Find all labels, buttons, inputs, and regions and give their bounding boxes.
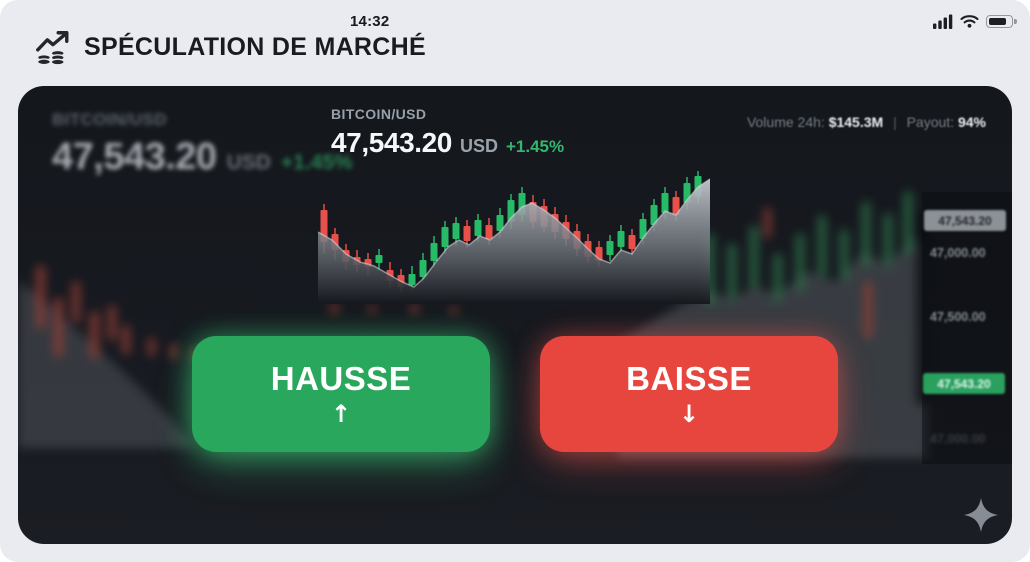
currency-label: USD bbox=[459, 136, 498, 156]
price-axis-panel bbox=[922, 192, 1012, 464]
up-arrow-icon: ↑ bbox=[330, 399, 352, 428]
price-value: 47,543.20 bbox=[331, 127, 452, 158]
sparkle-icon bbox=[963, 497, 999, 533]
header: SPÉCULATION DE MARCHÉ bbox=[34, 28, 426, 66]
trading-card: BITCOIN/USD 47,543.20 USD +1.45% BITCOIN… bbox=[18, 86, 1012, 544]
quote: BITCOIN/USD 47,543.20 USD +1.45% bbox=[331, 106, 564, 159]
stats-separator: | bbox=[893, 114, 897, 130]
down-arrow-icon: ↓ bbox=[678, 399, 700, 428]
price-value: 47,543.20 bbox=[52, 136, 217, 178]
market-stats: Volume 24h: $145.3M | Payout: 94% bbox=[747, 114, 986, 130]
currency-label: USD bbox=[226, 151, 271, 174]
cellular-signal-icon bbox=[933, 14, 953, 29]
price-chart bbox=[317, 170, 711, 304]
pair-label: BITCOIN/USD bbox=[52, 110, 167, 129]
payout-label: Payout: bbox=[906, 114, 955, 130]
payout-value: 94% bbox=[957, 114, 986, 130]
axis-current-price-badge: 47,543.20 bbox=[923, 373, 1005, 394]
axis-price-label: 47,500.00 bbox=[930, 310, 986, 324]
axis-price-label-faint: 47,000.00 bbox=[930, 432, 986, 446]
background-quote: BITCOIN/USD 47,543.20 USD +1.45% bbox=[52, 110, 353, 179]
status-time: 14:32 bbox=[350, 13, 390, 30]
volume-value: $145.3M bbox=[828, 114, 884, 130]
axis-price-label: 47,000.00 bbox=[930, 246, 986, 260]
battery-icon bbox=[986, 14, 1017, 28]
hausse-button[interactable]: HAUSSE ↑ bbox=[192, 336, 490, 452]
baisse-button-label: BAISSE bbox=[626, 360, 752, 398]
baisse-button[interactable]: BAISSE ↓ bbox=[540, 336, 838, 452]
hausse-button-label: HAUSSE bbox=[270, 360, 412, 398]
status-icons bbox=[933, 12, 1017, 30]
change-percent: +1.45% bbox=[505, 137, 565, 156]
volume-label: Volume 24h: bbox=[746, 114, 825, 130]
wifi-icon bbox=[960, 15, 979, 28]
market-trend-coins-icon bbox=[36, 31, 69, 66]
page-title: SPÉCULATION DE MARCHÉ bbox=[84, 32, 426, 61]
change-percent: +1.45% bbox=[280, 151, 353, 174]
pair-label: BITCOIN/USD bbox=[331, 106, 427, 122]
axis-price-badge-top: 47,543.20 bbox=[924, 210, 1006, 231]
